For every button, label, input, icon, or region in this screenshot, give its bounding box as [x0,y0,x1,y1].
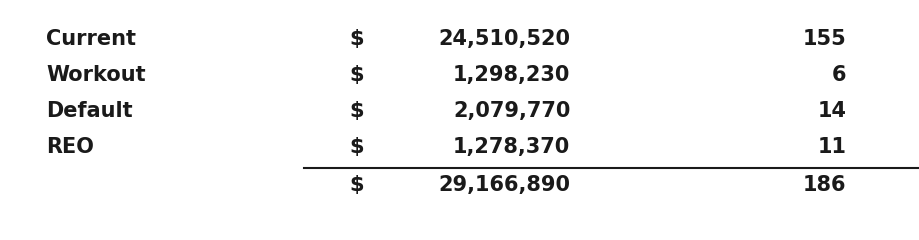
Text: Workout: Workout [46,65,145,85]
Text: $: $ [349,29,364,49]
Text: 24,510,520: 24,510,520 [438,29,570,49]
Text: $: $ [349,175,364,196]
Text: 11: 11 [816,138,845,157]
Text: 155: 155 [801,29,845,49]
Text: 1,278,370: 1,278,370 [453,138,570,157]
Text: 29,166,890: 29,166,890 [438,175,570,196]
Text: Current: Current [46,29,136,49]
Text: $: $ [349,65,364,85]
Text: 186: 186 [802,175,845,196]
Text: Default: Default [46,101,132,121]
Text: 1,298,230: 1,298,230 [452,65,570,85]
Text: 14: 14 [816,101,845,121]
Text: $: $ [349,138,364,157]
Text: 2,079,770: 2,079,770 [452,101,570,121]
Text: REO: REO [46,138,94,157]
Text: $: $ [349,101,364,121]
Text: 6: 6 [831,65,845,85]
